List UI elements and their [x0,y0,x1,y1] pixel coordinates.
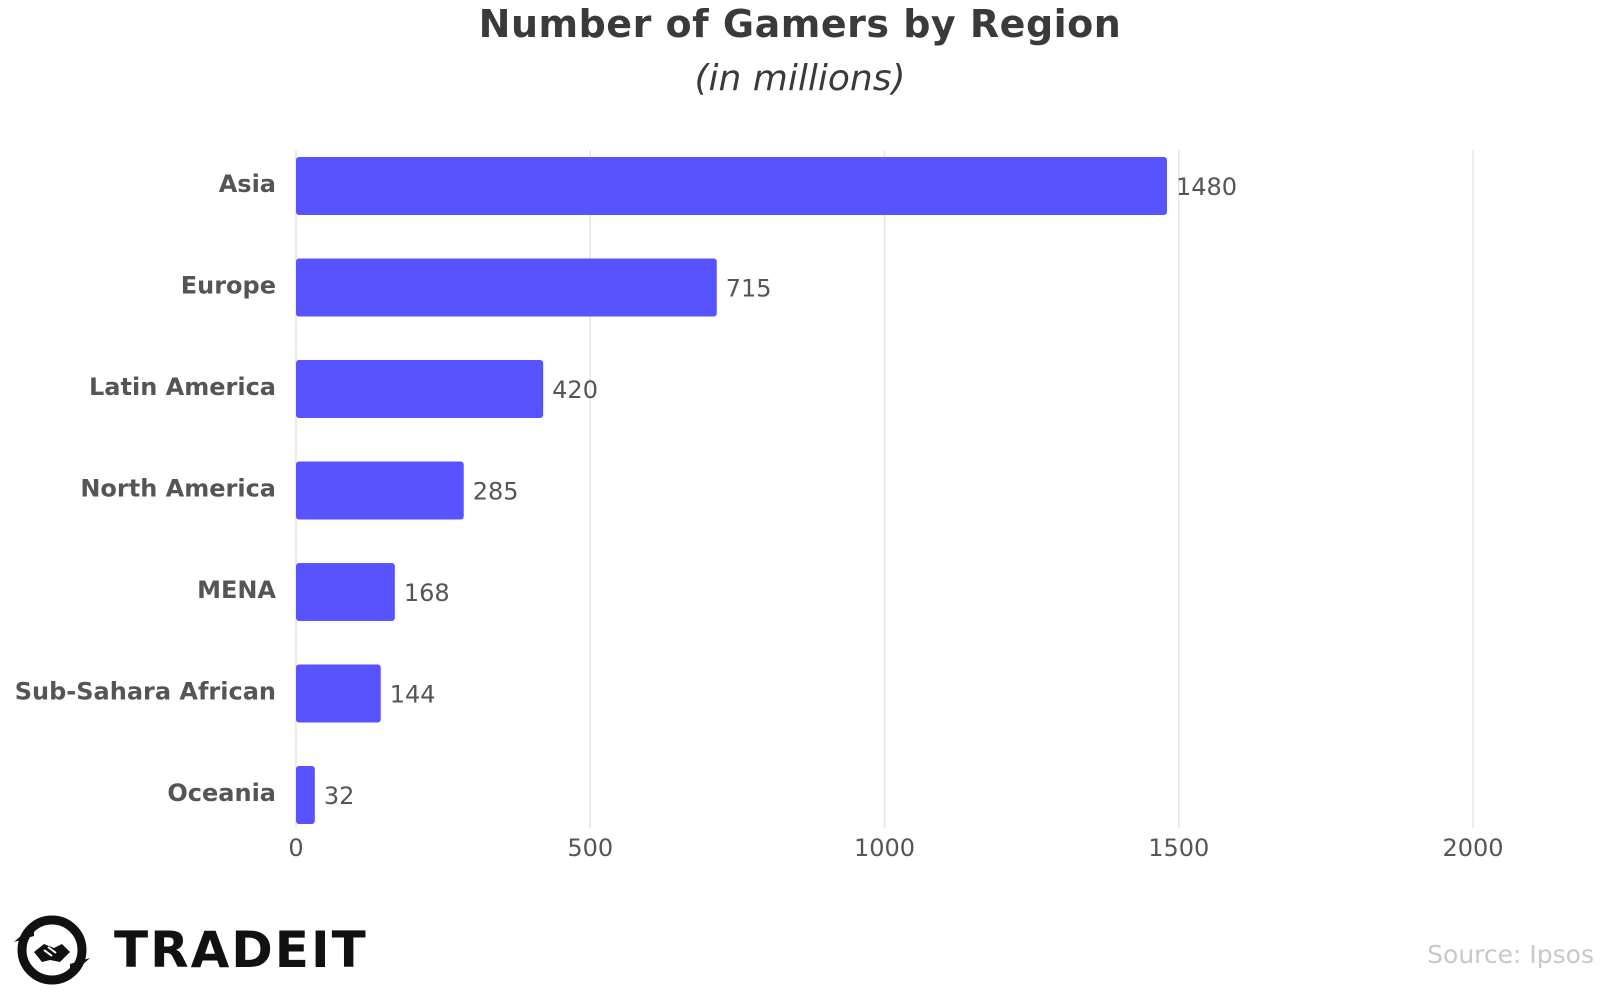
bar [296,360,544,418]
bar [296,461,464,520]
brand-logo: TRADEIT [4,910,368,990]
category-label: Oceania [167,779,276,807]
bar [296,766,315,824]
bar [296,664,381,723]
data-label: 715 [726,275,772,303]
data-label: 1480 [1176,173,1237,201]
x-tick-label: 1000 [854,834,915,862]
bar [296,157,1167,215]
data-label: 168 [404,579,450,607]
category-label: MENA [197,576,276,604]
bar [296,563,395,621]
chart-subtitle: (in millions) [694,58,906,99]
category-label: Sub-Sahara African [15,678,276,706]
x-tick-label: 0 [288,834,303,862]
data-label: 420 [552,376,598,404]
x-tick-label: 1500 [1148,834,1209,862]
chart-title: Number of Gamers by Region [478,2,1122,46]
category-label: Asia [219,170,276,198]
labels: 0 500 1000 1500 2000 Asia 1480 Europe 715 Latin A… [15,170,1504,862]
logo-wordmark: TRADEIT [114,921,368,979]
data-label: 285 [473,478,519,506]
category-label: North America [80,475,276,503]
category-label: Latin America [89,373,276,401]
category-label: Europe [181,272,276,300]
x-tick-label: 2000 [1442,834,1503,862]
handshake-logo-icon [14,915,90,985]
data-label: 144 [390,681,436,709]
source-note: Source: Ipsos [1427,940,1594,969]
data-label: 32 [324,782,355,810]
bars [296,157,1167,824]
bar [296,258,717,317]
x-tick-label: 500 [567,834,613,862]
